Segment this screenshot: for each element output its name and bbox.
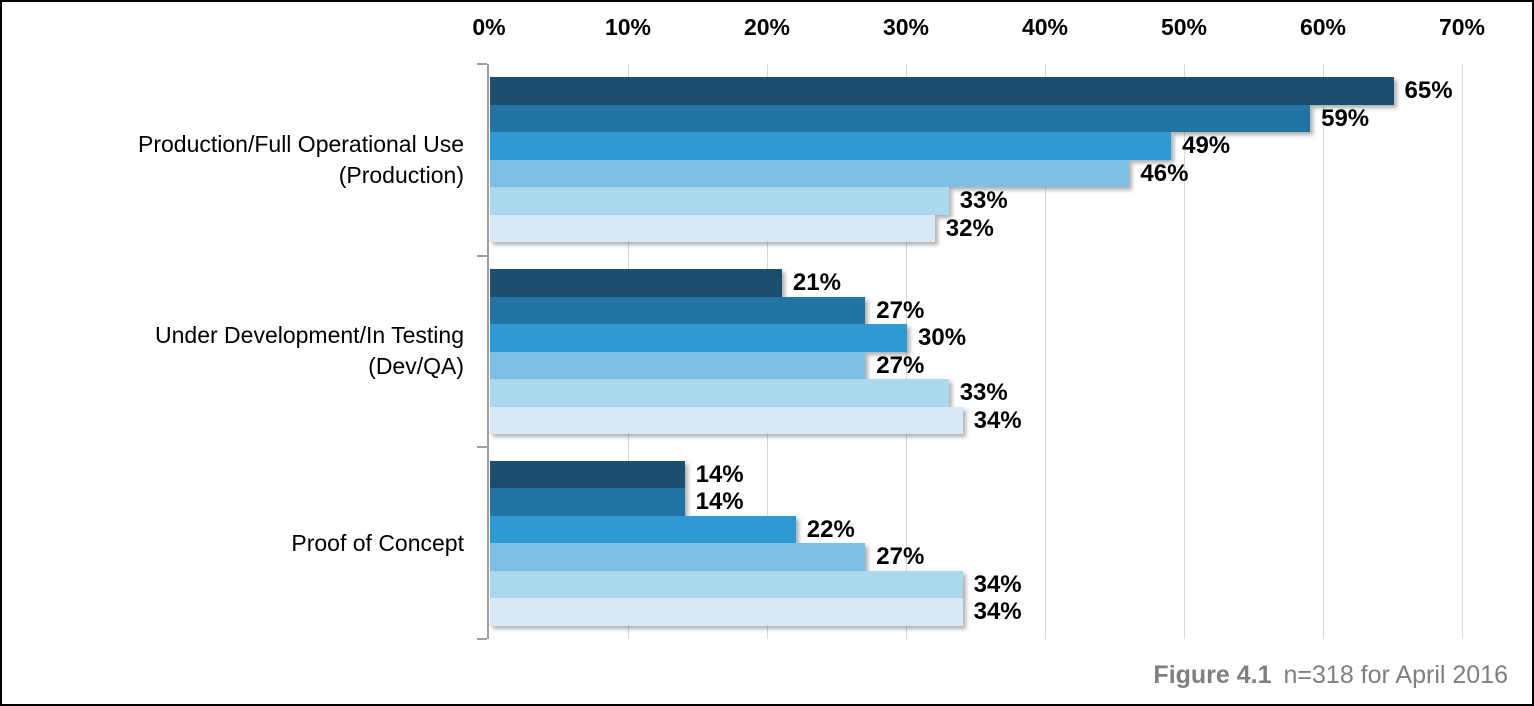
bar-value-label: 27% xyxy=(876,543,925,571)
bar-value-label: 34% xyxy=(973,598,1022,626)
axis-tick-mark xyxy=(477,63,487,65)
bar-series-3-medium-blue-cat3 xyxy=(490,515,796,544)
bar-series-5-lighter-blue-cat2 xyxy=(490,379,949,407)
bar-series-5-lighter-blue-cat1 xyxy=(490,187,949,215)
x-axis-tick-label: 40% xyxy=(1021,14,1069,40)
bar-value-label: 27% xyxy=(876,351,925,379)
bar-series-4-light-blue-cat1 xyxy=(490,159,1130,188)
axis-tick-mark xyxy=(477,254,487,257)
bar-value-label: 32% xyxy=(945,214,994,242)
x-axis-tick-label: 30% xyxy=(882,14,930,40)
bar-series-1-darkest-blue-cat1 xyxy=(490,77,1394,105)
bar-series-1-darkest-blue-cat2 xyxy=(490,269,782,297)
bar-series-6-lightest-blue-cat1 xyxy=(490,214,935,243)
bar-series-4-light-blue-cat2 xyxy=(490,351,866,379)
category-label: Production/Full Operational Use (Product… xyxy=(138,130,464,188)
bar-series-2-dark-blue-cat3 xyxy=(490,488,685,516)
gridline xyxy=(906,64,907,639)
bar-value-label: 33% xyxy=(959,379,1008,406)
bar-value-label: 27% xyxy=(876,296,925,324)
bar-series-2-dark-blue-cat2 xyxy=(490,296,866,324)
x-axis-tick-label: 10% xyxy=(604,14,652,40)
category-label: Under Development/In Testing (Dev/QA) xyxy=(155,322,464,380)
bar-series-6-lightest-blue-cat2 xyxy=(490,406,963,434)
gridline xyxy=(1462,64,1463,639)
bar-value-label: 21% xyxy=(792,269,841,296)
axis-tick-mark xyxy=(477,638,487,640)
bar-series-2-dark-blue-cat1 xyxy=(490,104,1311,133)
x-axis-tick-label: 20% xyxy=(743,14,791,40)
bar-value-label: 14% xyxy=(695,460,744,488)
figure-caption: Figure 4.1 n=318 for April 2016 xyxy=(1153,661,1508,690)
bar-value-label: 34% xyxy=(973,406,1022,434)
bar-series-3-medium-blue-cat1 xyxy=(490,132,1172,160)
x-axis-tick-label: 70% xyxy=(1438,14,1486,40)
bar-value-label: 59% xyxy=(1321,104,1370,132)
bar-series-4-light-blue-cat3 xyxy=(490,543,866,571)
bar-value-label: 30% xyxy=(918,324,967,351)
bar-series-5-lighter-blue-cat3 xyxy=(490,570,963,599)
bar-value-label: 65% xyxy=(1404,77,1453,105)
gridline xyxy=(1184,64,1185,639)
category-label: Proof of Concept xyxy=(291,529,464,556)
figure-number: Figure 4.1 xyxy=(1153,661,1272,689)
x-axis-tick-label: 50% xyxy=(1160,14,1208,40)
bar-value-label: 14% xyxy=(695,488,744,516)
bar-value-label: 33% xyxy=(959,187,1008,215)
plot-area: 65% 59% 49% 46% 33% 32% 21% 27% 30% 27% 33% 34% 14% 1… xyxy=(477,63,1463,640)
figure-note: n=318 for April 2016 xyxy=(1283,661,1508,689)
gridline xyxy=(1045,64,1046,639)
bar-series-6-lightest-blue-cat3 xyxy=(490,598,963,626)
bar-value-label: 22% xyxy=(806,515,855,543)
bar-value-label: 49% xyxy=(1182,132,1231,160)
bar-value-label: 46% xyxy=(1140,159,1189,187)
axis-tick-mark xyxy=(477,446,487,449)
bar-series-3-medium-blue-cat2 xyxy=(490,324,907,352)
x-axis-tick-label: 60% xyxy=(1299,14,1347,40)
x-axis-tick-label: 0% xyxy=(472,14,506,40)
category-axis-line xyxy=(487,64,489,639)
bar-series-1-darkest-blue-cat3 xyxy=(490,460,685,489)
bar-value-label: 34% xyxy=(973,570,1022,598)
gridline xyxy=(1323,64,1324,639)
